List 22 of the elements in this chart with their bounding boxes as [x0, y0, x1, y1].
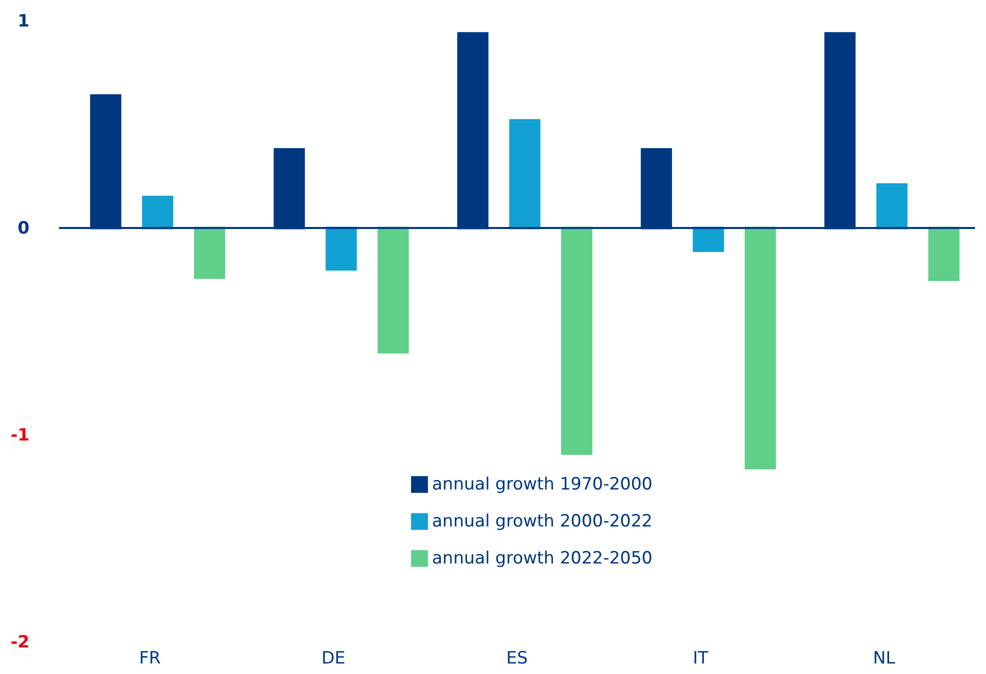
y-tick-label: -2	[10, 632, 30, 652]
legend-label: annual growth 2000-2022	[432, 512, 653, 532]
x-tick-label: IT	[692, 648, 709, 668]
bar	[509, 119, 540, 230]
x-tick-label: FR	[139, 648, 161, 668]
bar	[142, 196, 174, 230]
bar	[692, 226, 724, 252]
y-tick-label: 1	[18, 12, 30, 32]
bar	[378, 226, 409, 354]
bar	[194, 226, 226, 279]
bar	[928, 226, 960, 281]
x-tick-label: DE	[322, 648, 346, 668]
legend-label: annual growth 2022-2050	[432, 548, 653, 568]
y-tick-label: 0	[18, 218, 30, 238]
bar	[744, 226, 776, 470]
legend-label: annual growth 1970-2000	[432, 474, 653, 494]
x-tick-label: ES	[506, 648, 528, 668]
x-tick-label: NL	[873, 648, 896, 668]
bar	[326, 226, 357, 271]
bar	[561, 226, 592, 455]
y-tick-label: -1	[10, 426, 30, 446]
bar	[876, 183, 908, 230]
